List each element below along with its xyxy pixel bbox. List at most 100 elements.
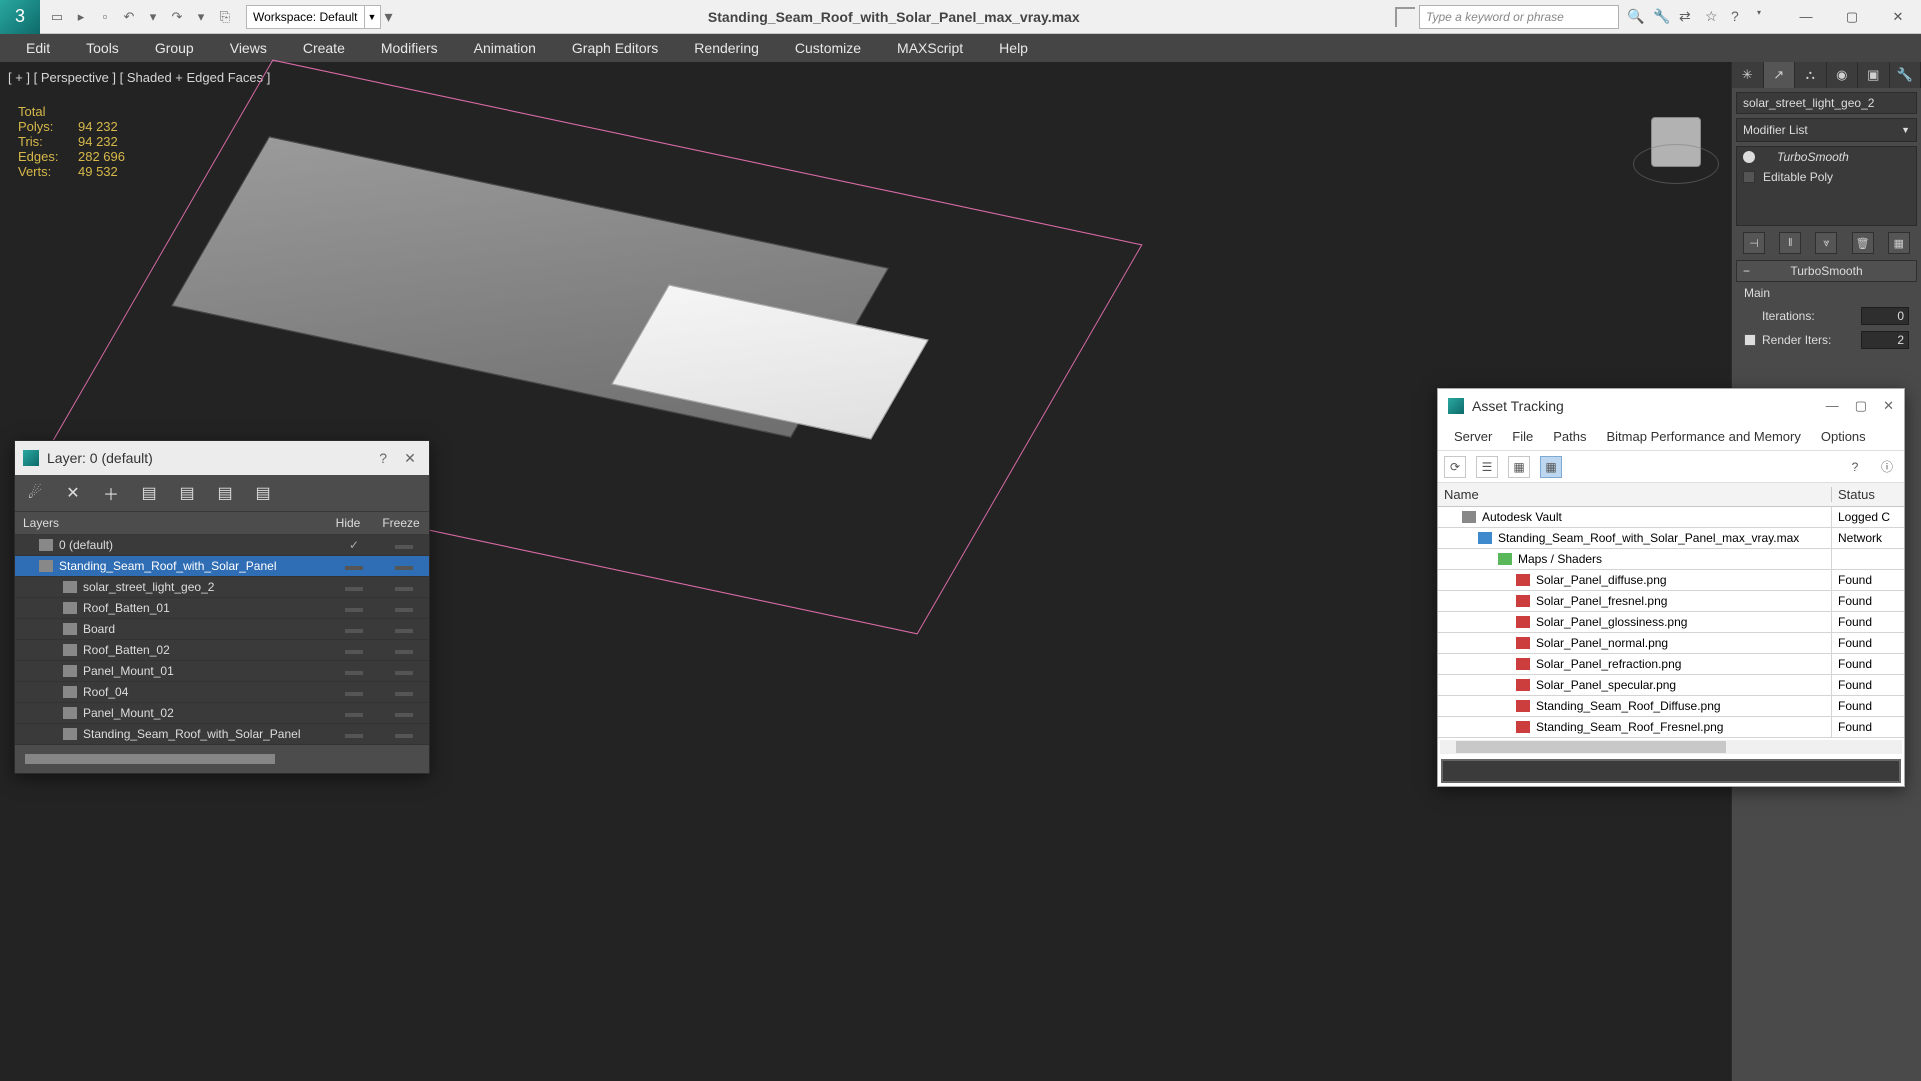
freeze-toggle[interactable]: [379, 664, 429, 678]
asset-row[interactable]: Solar_Panel_specular.pngFound: [1438, 675, 1904, 696]
layer-row[interactable]: 0 (default)✓: [15, 535, 429, 556]
link-icon[interactable]: ⎘: [216, 8, 234, 26]
delete-layer-icon[interactable]: ✕: [63, 483, 83, 503]
save-icon[interactable]: ▫: [96, 8, 114, 26]
help-icon[interactable]: ?: [1731, 8, 1749, 26]
new-icon[interactable]: ▭: [48, 8, 66, 26]
freeze-toggle[interactable]: [379, 580, 429, 594]
app-logo[interactable]: 3: [0, 0, 40, 34]
asset-menu-file[interactable]: File: [1502, 429, 1543, 444]
viewcube[interactable]: [1631, 102, 1721, 192]
menu-help[interactable]: Help: [981, 34, 1046, 62]
modifier-list-dropdown[interactable]: Modifier List ▼: [1736, 118, 1917, 142]
info-icon[interactable]: ⓘ: [1876, 456, 1898, 478]
expand-icon[interactable]: [1743, 171, 1755, 183]
hide-toggle[interactable]: [329, 706, 379, 720]
menu-customize[interactable]: Customize: [777, 34, 879, 62]
maximize-button[interactable]: ▢: [1855, 398, 1867, 414]
hide-toggle[interactable]: [329, 685, 379, 699]
stack-item-editable-poly[interactable]: Editable Poly: [1737, 167, 1916, 187]
menu-maxscript[interactable]: MAXScript: [879, 34, 981, 62]
asset-row[interactable]: Autodesk VaultLogged C: [1438, 507, 1904, 528]
hide-toggle[interactable]: [329, 559, 379, 573]
hide-toggle[interactable]: ✓: [329, 538, 379, 552]
redo-icon[interactable]: ↷: [168, 8, 186, 26]
hide-toggle[interactable]: [329, 601, 379, 615]
search-input[interactable]: Type a keyword or phrase: [1419, 5, 1619, 29]
checkbox[interactable]: ✓: [1744, 334, 1756, 346]
help-icon[interactable]: ?: [379, 450, 387, 466]
layer-row[interactable]: solar_street_light_geo_2: [15, 577, 429, 598]
star-icon[interactable]: ☆: [1705, 8, 1723, 26]
freeze-toggle[interactable]: [379, 559, 429, 573]
undo-dd-icon[interactable]: ▾: [144, 8, 162, 26]
undo-icon[interactable]: ↶: [120, 8, 138, 26]
col-status[interactable]: Status: [1832, 487, 1904, 502]
add-icon[interactable]: ＋: [101, 483, 121, 503]
table-icon[interactable]: ▦: [1540, 456, 1562, 478]
configure-sets-icon[interactable]: ▦: [1888, 232, 1910, 254]
freeze-toggle[interactable]: [379, 727, 429, 741]
minimize-button[interactable]: —: [1783, 0, 1829, 34]
layer-row[interactable]: Roof_Batten_01: [15, 598, 429, 619]
modify-tab-icon[interactable]: ↗: [1764, 62, 1796, 88]
menu-graph-editors[interactable]: Graph Editors: [554, 34, 676, 62]
freeze-unfreeze-icon[interactable]: ▤: [253, 483, 273, 503]
layer-scrollbar[interactable]: [21, 751, 423, 767]
motion-tab-icon[interactable]: ◉: [1827, 62, 1859, 88]
asset-row[interactable]: Solar_Panel_diffuse.pngFound: [1438, 570, 1904, 591]
search-chevron-icon[interactable]: [1395, 7, 1415, 27]
minimize-button[interactable]: —: [1826, 398, 1839, 414]
tree-icon[interactable]: ▦: [1508, 456, 1530, 478]
asset-row[interactable]: Standing_Seam_Roof_Diffuse.pngFound: [1438, 696, 1904, 717]
remove-modifier-icon[interactable]: 🗑: [1852, 232, 1874, 254]
make-unique-icon[interactable]: ⩔: [1815, 232, 1837, 254]
binoculars-icon[interactable]: 🔍: [1627, 8, 1645, 26]
menu-views[interactable]: Views: [212, 34, 285, 62]
display-tab-icon[interactable]: ▣: [1858, 62, 1890, 88]
menu-tools[interactable]: Tools: [68, 34, 137, 62]
menu-rendering[interactable]: Rendering: [676, 34, 777, 62]
help-dd-icon[interactable]: ▾: [1757, 8, 1775, 26]
layer-row[interactable]: Panel_Mount_02: [15, 703, 429, 724]
asset-menu-options[interactable]: Options: [1811, 429, 1876, 444]
redo-dd-icon[interactable]: ▾: [192, 8, 210, 26]
asset-row[interactable]: Standing_Seam_Roof_with_Solar_Panel_max_…: [1438, 528, 1904, 549]
layer-panel-titlebar[interactable]: Layer: 0 (default) ? ✕: [15, 441, 429, 475]
render-iters-spinner[interactable]: 2: [1861, 331, 1909, 349]
layer-row[interactable]: Standing_Seam_Roof_with_Solar_Panel: [15, 724, 429, 745]
asset-scrollbar[interactable]: [1440, 740, 1902, 754]
show-end-result-icon[interactable]: ‖: [1779, 232, 1801, 254]
hide-toggle[interactable]: [329, 580, 379, 594]
utilities-tab-icon[interactable]: 🔧: [1890, 62, 1921, 88]
modifier-stack[interactable]: TurboSmooth Editable Poly: [1736, 146, 1917, 226]
key-icon[interactable]: 🔧: [1653, 8, 1671, 26]
col-name[interactable]: Name: [1438, 487, 1832, 502]
stack-item-turbosmooth[interactable]: TurboSmooth: [1737, 147, 1916, 167]
iterations-spinner[interactable]: 0: [1861, 307, 1909, 325]
hierarchy-tab-icon[interactable]: ⛬: [1795, 62, 1827, 88]
menu-modifiers[interactable]: Modifiers: [363, 34, 456, 62]
freeze-toggle[interactable]: [379, 643, 429, 657]
workspace-dropdown[interactable]: Workspace: Default ▼: [246, 5, 381, 29]
freeze-toggle[interactable]: [379, 622, 429, 636]
asset-row[interactable]: Standing_Seam_Roof_Fresnel.pngFound: [1438, 717, 1904, 738]
layer-row[interactable]: Standing_Seam_Roof_with_Solar_Panel: [15, 556, 429, 577]
scrollbar-thumb[interactable]: [1456, 741, 1726, 753]
freeze-toggle[interactable]: [379, 538, 429, 552]
asset-row[interactable]: Maps / Shaders: [1438, 549, 1904, 570]
menu-group[interactable]: Group: [137, 34, 212, 62]
layer-row[interactable]: Board: [15, 619, 429, 640]
scrollbar-thumb[interactable]: [25, 754, 275, 764]
asset-menu-bitmap-performance-and-memory[interactable]: Bitmap Performance and Memory: [1597, 429, 1811, 444]
help-icon[interactable]: ?: [1844, 456, 1866, 478]
asset-menu-paths[interactable]: Paths: [1543, 429, 1596, 444]
viewcube-ring[interactable]: [1633, 144, 1719, 184]
freeze-toggle[interactable]: [379, 685, 429, 699]
asset-row[interactable]: Solar_Panel_glossiness.pngFound: [1438, 612, 1904, 633]
freeze-toggle[interactable]: [379, 601, 429, 615]
exchange-icon[interactable]: ⇄: [1679, 8, 1697, 26]
pin-stack-icon[interactable]: ⊣: [1743, 232, 1765, 254]
close-icon[interactable]: ✕: [399, 450, 421, 467]
refresh-icon[interactable]: ⟳: [1444, 456, 1466, 478]
